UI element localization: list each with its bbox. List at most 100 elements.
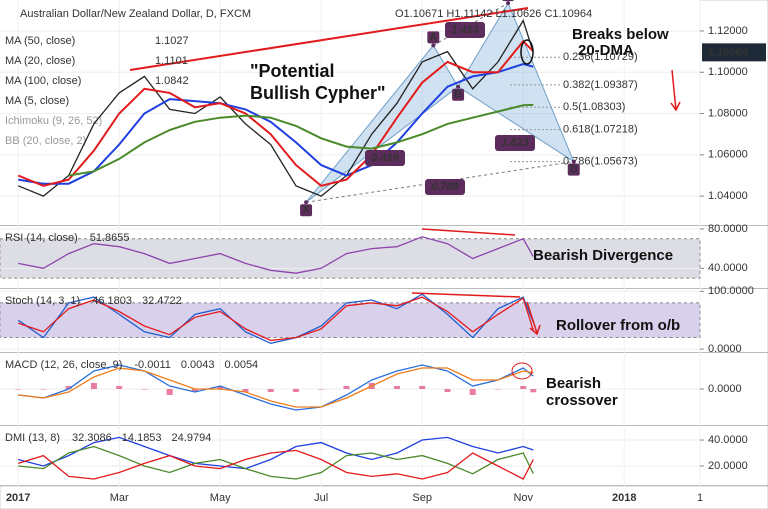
ratio-box [365,150,405,166]
x-tick-label: May [210,492,231,504]
fib-label: 0.5(1.08303) [563,101,625,113]
divergence-line [411,292,521,298]
point-label: D [570,163,578,175]
ratio-label: 1.413 [451,24,479,36]
histogram-bar [217,386,224,389]
series-line [18,445,534,480]
legend-value: 0.0054 [225,359,259,371]
histogram-bar [444,389,451,392]
histogram-bar [116,386,123,389]
legend-value: -0.0011 [134,359,171,371]
legend-value: 32.4722 [142,295,182,307]
y-tick-label: 20.0000 [708,460,748,472]
panel-title: RSI (14, close) [5,232,78,244]
histogram-bar [15,389,22,390]
histogram-bar [292,389,299,392]
highlight-ring [511,362,533,380]
annotation: crossover [546,392,618,409]
point-label: X [302,204,310,216]
trend-line [129,7,529,71]
y-tick-label: 1.08000 [708,107,748,119]
histogram-bar [141,389,148,390]
histogram-bar [40,389,47,390]
x-tick-label: Jul [314,492,328,504]
annotation: "Potential [250,61,335,81]
annotation: Rollover from o/b [556,317,680,334]
x-tick-label: 2018 [612,492,636,504]
histogram-bar [242,389,249,392]
y-tick-label: 1.04000 [708,190,748,202]
histogram-bar [166,389,173,395]
ratio-box [425,179,465,195]
y-tick-label: 0.0000 [708,383,742,395]
highlight-ring [520,39,534,65]
series-line [17,19,534,197]
pattern-point [431,43,436,48]
histogram-bar [343,386,350,389]
fib-label: 0.618(1.07218) [563,124,638,136]
x-tick-label: Sep [412,492,432,504]
chart-title: Australian Dollar/New Zealand Dollar, D,… [20,8,251,20]
legend-value: 32.3086 [72,432,112,444]
y-tick-label: 1.12000 [708,25,748,37]
histogram-bar [267,389,274,392]
legend-label: MA (5, close) [5,95,69,107]
legend-value: 1.0842 [155,75,189,87]
pattern-triangle [457,1,575,163]
x-tick-label: 2017 [6,492,30,504]
legend-value: 24.9794 [172,432,212,444]
arrow [670,69,681,112]
point-label-box [502,0,514,2]
y-tick-label: 0.0000 [708,343,742,355]
series-line [18,367,534,408]
y-tick-label: 1.06000 [708,149,748,161]
series-line [18,62,534,185]
y-tick-label: 100.0000 [708,285,754,297]
legend-label: BB (20, close, 2) [5,135,86,147]
legend-label: MA (100, close) [5,75,81,87]
series-line [17,39,535,187]
x-tick-label: Nov [513,492,533,504]
legend-label: MA (20, close) [5,55,75,67]
legend-label: MA (50, close) [5,35,75,47]
divergence-line [421,228,516,236]
x-tick-label: 1 [697,492,703,504]
legend-value: 51.8655 [90,232,130,244]
ratio-box [445,22,485,38]
price-tag [702,43,766,62]
band [0,238,701,279]
legend-value: 1.1101 [155,55,188,67]
histogram-bar [65,386,72,389]
series-line [18,236,534,274]
ratio-label: 0.419 [371,152,399,164]
series-line [18,449,534,480]
annotation: Breaks below [572,26,669,43]
ohlc: O1.10671 H1.11142 L1.10626 C1.10964 [395,8,592,20]
histogram-bar [393,386,400,389]
y-tick-label: 80.0000 [708,223,748,235]
panel-title: DMI (13, 8) [5,432,60,444]
panel-title: MACD (12, 26, close, 9) [5,359,122,371]
histogram-bar [530,389,537,393]
legend-value: 0.0043 [181,359,215,371]
legend-label: Ichimoku (9, 26, 52) [5,115,102,127]
histogram-bar [469,389,476,395]
series-line [17,296,534,342]
pattern-point [456,84,461,89]
y-tick-label: 1.10000 [708,66,748,78]
histogram-bar [191,389,198,392]
fib-label: 0.382(1.09387) [563,79,638,91]
point-label-box [452,88,465,101]
point-label: C [504,0,512,1]
y-tick-label: 40.0000 [708,434,748,446]
annotation: Bearish [546,375,601,392]
ratio-label: 1.623 [501,137,529,149]
price-tag-label: 1.10964 [708,46,749,58]
series-line [18,364,534,411]
ratio-label: 0.788 [431,181,459,193]
fib-label: 0.236(1.10729) [563,51,638,63]
histogram-bar [419,386,426,389]
annotation: Bullish Cypher" [250,83,386,103]
series-line [68,103,534,177]
series-line [18,436,534,470]
